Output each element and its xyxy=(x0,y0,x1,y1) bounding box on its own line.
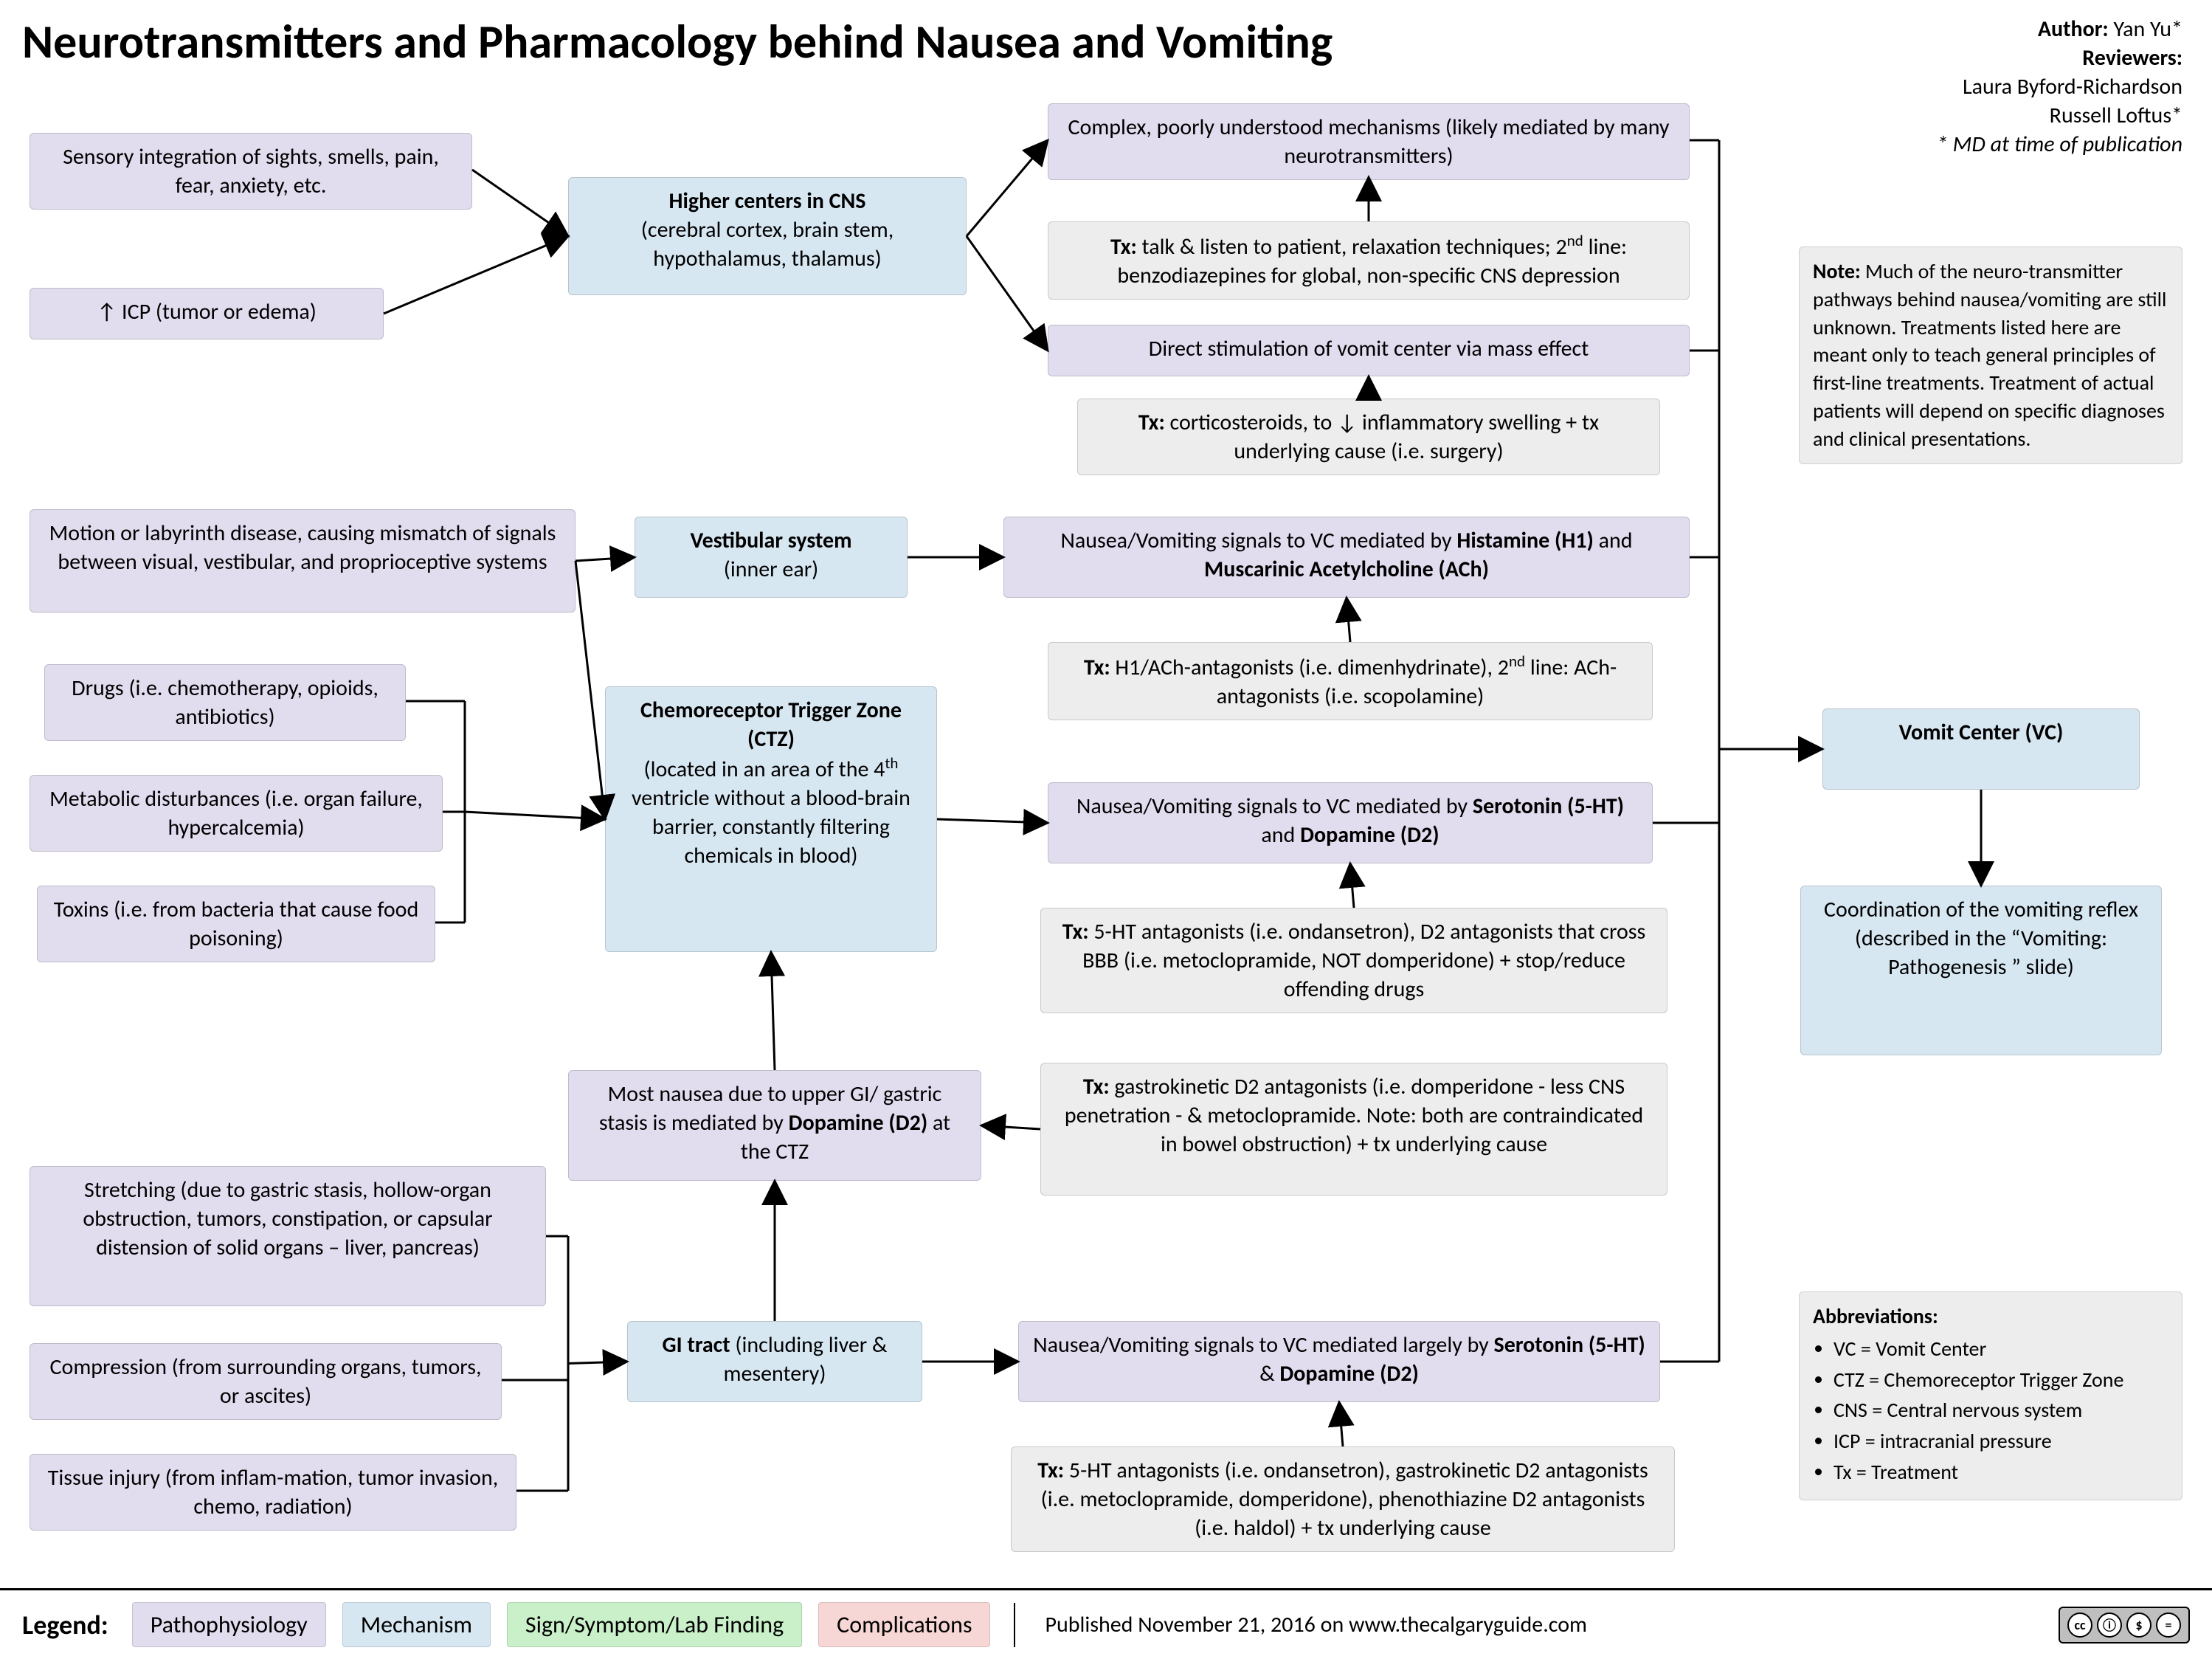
node-tx_h1: Tx: H1/ACh-antagonists (i.e. dimenhydrin… xyxy=(1048,642,1653,720)
node-tx_gastrok: Tx: gastrokinetic D2 antagonists (i.e. d… xyxy=(1040,1063,1667,1196)
note-text: Much of the neuro-transmitter pathways b… xyxy=(1813,258,2166,452)
credits-block: Author: Yan Yu* Reviewers: Laura Byford-… xyxy=(1799,15,2182,159)
legend-complications: Complications xyxy=(818,1602,990,1647)
legend-label: Legend: xyxy=(22,1609,108,1641)
note-label: Note: xyxy=(1813,258,1861,284)
node-metab: Metabolic disturbances (i.e. organ failu… xyxy=(30,775,443,852)
abbrev-item: VC = Vomit Center xyxy=(1833,1335,2168,1363)
node-tx_talk: Tx: talk & listen to patient, relaxation… xyxy=(1048,221,1690,300)
node-vc: Vomit Center (VC) xyxy=(1822,708,2140,790)
node-gi_sero: Nausea/Vomiting signals to VC mediated l… xyxy=(1018,1321,1660,1402)
abbrev-item: CNS = Central nervous system xyxy=(1833,1396,2168,1424)
node-ctz: Chemoreceptor Trigger Zone (CTZ)(located… xyxy=(605,686,937,952)
node-sero: Nausea/Vomiting signals to VC mediated b… xyxy=(1048,782,1653,863)
abbrev-label: Abbreviations: xyxy=(1813,1303,1938,1329)
node-motion: Motion or labyrinth disease, causing mis… xyxy=(30,509,576,613)
legend-separator xyxy=(1014,1603,1015,1647)
node-tx_5ht1: Tx: 5-HT antagonists (i.e. ondansetron),… xyxy=(1040,908,1667,1013)
node-higher: Higher centers in CNS(cerebral cortex, b… xyxy=(568,177,967,295)
note-box: Note: Much of the neuro-transmitter path… xyxy=(1799,246,2182,464)
legend-bar: Legend: Pathophysiology Mechanism Sign/S… xyxy=(0,1588,2212,1659)
legend-sign: Sign/Symptom/Lab Finding xyxy=(507,1602,802,1647)
node-drugs: Drugs (i.e. chemotherapy, opioids, antib… xyxy=(44,664,406,741)
md-note: * MD at time of publication xyxy=(1799,130,2182,159)
abbrev-item: Tx = Treatment xyxy=(1833,1458,2168,1486)
reviewer-1: Laura Byford-Richardson xyxy=(1799,72,2182,101)
node-sensory: Sensory integration of sights, smells, p… xyxy=(30,133,472,210)
node-tx_cortico: Tx: corticosteroids, to ↓ inflammatory s… xyxy=(1077,399,1660,475)
page-title: Neurotransmitters and Pharmacology behin… xyxy=(22,13,1333,71)
reviewers-label: Reviewers: xyxy=(1799,44,2182,72)
legend-pathophysiology: Pathophysiology xyxy=(132,1602,326,1647)
node-tissue: Tissue injury (from inflam-mation, tumor… xyxy=(30,1454,516,1531)
reviewer-2: Russell Loftus* xyxy=(1799,101,2182,130)
node-icp: ↑ ICP (tumor or edema) xyxy=(30,288,384,339)
node-compress: Compression (from surrounding organs, tu… xyxy=(30,1343,502,1420)
node-complex: Complex, poorly understood mechanisms (l… xyxy=(1048,103,1690,180)
node-toxins: Toxins (i.e. from bacteria that cause fo… xyxy=(37,886,435,962)
abbrev-item: CTZ = Chemoreceptor Trigger Zone xyxy=(1833,1366,2168,1394)
node-vc_res: Coordination of the vomiting reflex (des… xyxy=(1800,886,2162,1055)
author-label: Author: xyxy=(2038,15,2109,43)
abbreviations-box: Abbreviations: VC = Vomit Center CTZ = Ch… xyxy=(1799,1291,2182,1500)
published-text: Published November 21, 2016 on www.theca… xyxy=(1045,1611,1587,1638)
node-dopa: Most nausea due to upper GI/ gastric sta… xyxy=(568,1070,981,1181)
abbrev-item: ICP = intracranial pressure xyxy=(1833,1427,2168,1455)
legend-mechanism: Mechanism xyxy=(342,1602,491,1647)
node-vestib: Vestibular system(inner ear) xyxy=(635,517,908,598)
node-tx_gi: Tx: 5-HT antagonists (i.e. ondansetron),… xyxy=(1011,1446,1675,1552)
cc-license-icon: ccⓘ$= xyxy=(2059,1607,2190,1644)
author-name: Yan Yu* xyxy=(2113,15,2182,43)
node-hist: Nausea/Vomiting signals to VC mediated b… xyxy=(1003,517,1690,598)
node-stretch: Stretching (due to gastric stasis, hollo… xyxy=(30,1166,546,1306)
node-direct: Direct stimulation of vomit center via m… xyxy=(1048,325,1690,376)
abbrev-list: VC = Vomit Center CTZ = Chemoreceptor Tri… xyxy=(1813,1335,2168,1486)
node-gi: GI tract (including liver & mesentery) xyxy=(627,1321,922,1402)
